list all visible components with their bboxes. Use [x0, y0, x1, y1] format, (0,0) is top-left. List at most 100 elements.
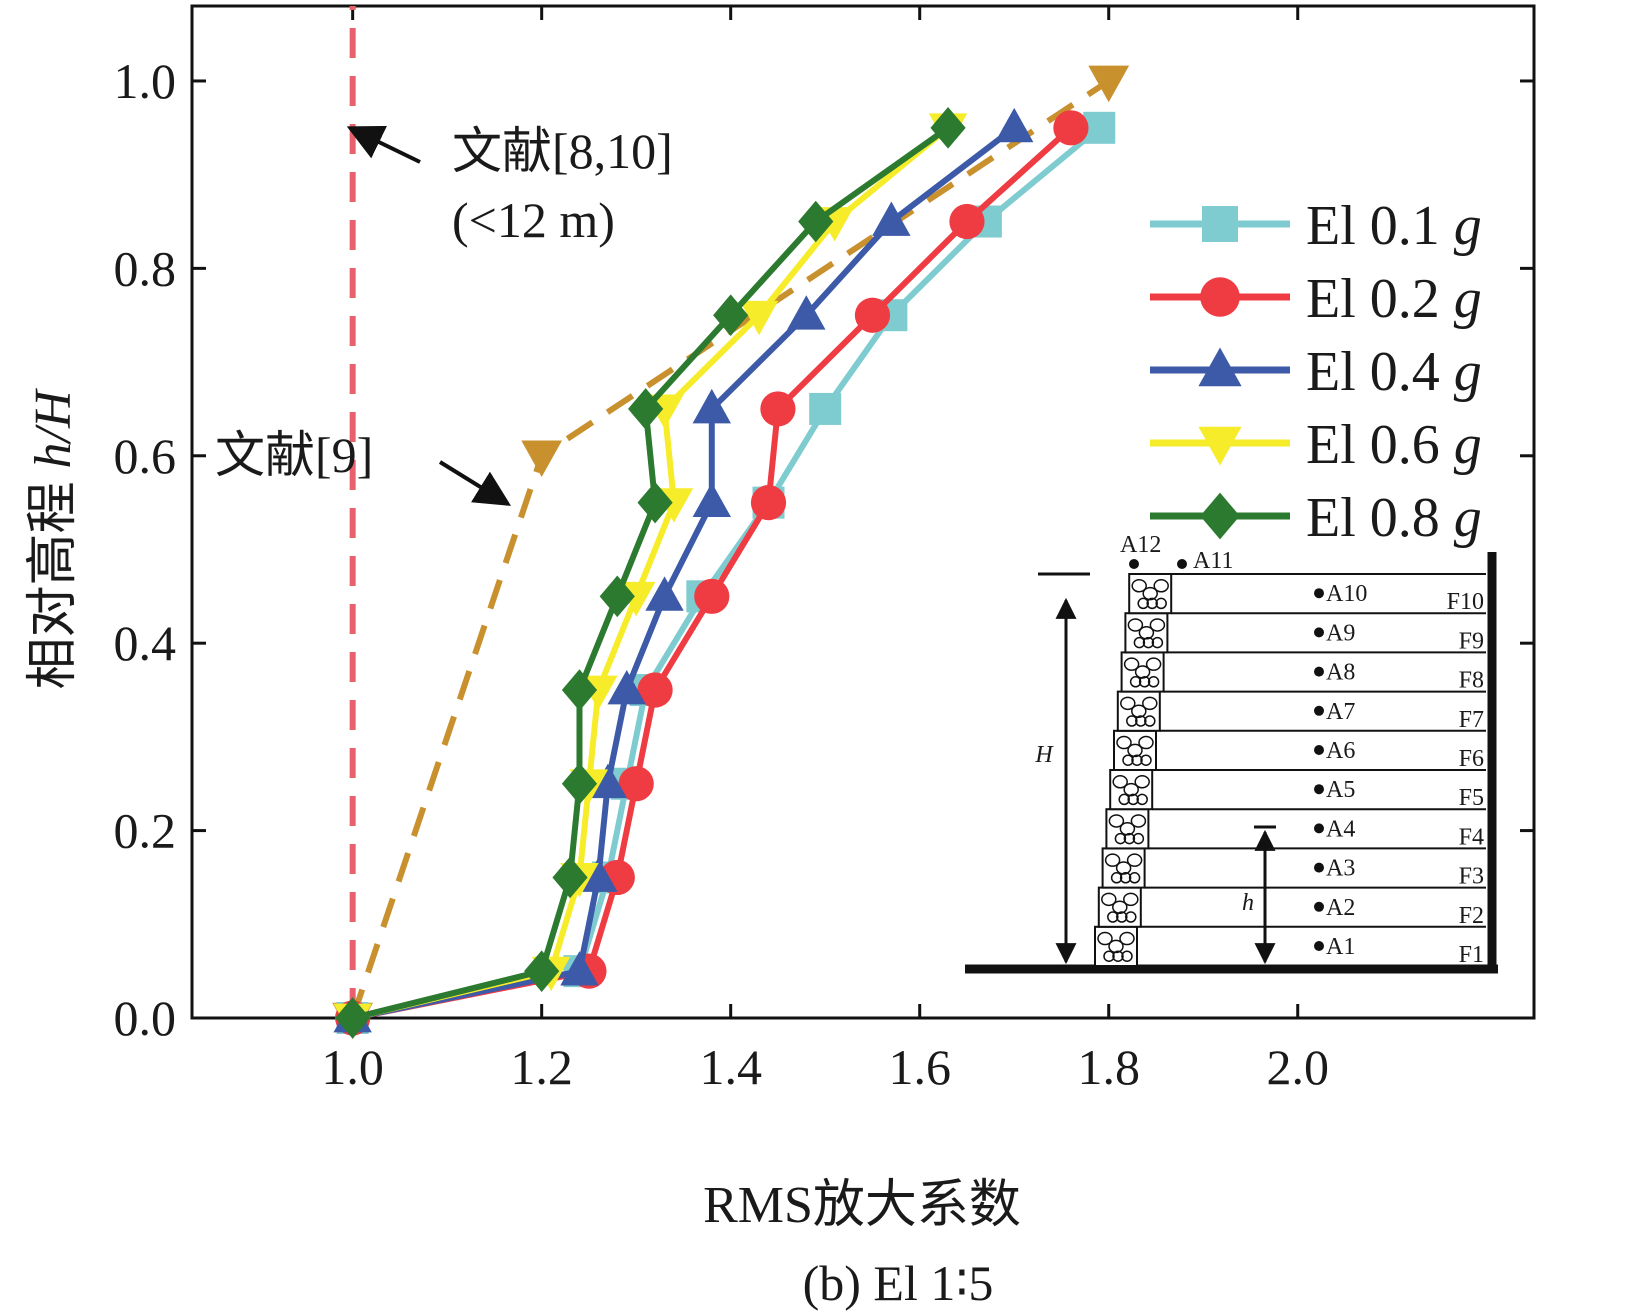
series-1-point [760, 391, 796, 427]
plot-frame [190, 4, 1536, 1020]
inset-layer-label-5: F6 [1459, 746, 1484, 772]
annotation-ref-8-10: 文献[8,10] (<12 m) [346, 123, 673, 248]
legend-marker-1 [1200, 277, 1240, 317]
annotation-ref-8-10-sublabel: (<12 m) [452, 192, 615, 248]
series-1-point [750, 485, 787, 521]
series-2-point [588, 763, 628, 799]
series-line-2 [352, 125, 1017, 1021]
inset-sensor-dot-6 [1314, 705, 1324, 716]
inset-layer-label-7: F8 [1459, 668, 1484, 694]
reference-line-1-marker [521, 440, 563, 478]
legend-label-1: El 0.2 g [1306, 268, 1482, 330]
series-4-point [524, 950, 560, 992]
inset-top-sensor-label-1: A11 [1193, 548, 1233, 574]
inset-stone [1131, 579, 1147, 593]
annotation-ref-8-10-label: 文献[8,10] [452, 123, 673, 179]
series-2-point [692, 482, 731, 518]
legend-marker-4 [1200, 492, 1240, 540]
y-tick-label: 0.8 [114, 240, 177, 296]
legend-label-0: El 0.1 g [1306, 195, 1482, 257]
legend-label-3-italic: g [1454, 414, 1482, 476]
inset-stone [1126, 853, 1143, 867]
inset-stone [1112, 775, 1128, 789]
series-1-point [1053, 110, 1089, 146]
series-4-point [713, 294, 749, 337]
inset-sensor-dot-1 [1314, 901, 1324, 912]
inset-layer-label-0: F1 [1459, 942, 1484, 968]
inset-top-sensor-dot-0 [1129, 559, 1139, 569]
series-2-point [607, 670, 646, 705]
inset-stone [1122, 754, 1134, 766]
inset-stone [1119, 931, 1135, 946]
series-4-point [628, 388, 664, 430]
inset-stone [1112, 950, 1124, 962]
inset-stone [1127, 793, 1139, 806]
legend-label-1-italic: g [1454, 268, 1482, 330]
inset-sensor-label-8: A9 [1326, 620, 1355, 646]
inset-sensor-label-2: A3 [1326, 856, 1355, 882]
inset-layer-label-3: F4 [1459, 824, 1484, 850]
inset-h-label: h [1242, 890, 1254, 916]
plot-layer: 1.0 1.2 1.4 1.6 1.8 2.0 0.0 0.2 0.4 0.6 0.8 1.0 [114, 4, 1536, 1095]
inset-stone [1116, 911, 1128, 923]
inset-H-label: H [1034, 742, 1054, 768]
reference-line-1-marker [1088, 65, 1130, 103]
inset-stone [1131, 754, 1143, 766]
inset-stone [1097, 931, 1113, 946]
series-line-1 [352, 125, 1073, 1021]
series-3-point [739, 300, 779, 336]
x-tick-label: 1.8 [1077, 1039, 1140, 1095]
inset-stone [1118, 793, 1130, 806]
inset-sensor-label-5: A6 [1326, 738, 1355, 764]
series-1-point [949, 203, 985, 240]
annotation-ref-9: 文献[9] [215, 427, 512, 506]
inset-stone [1110, 872, 1123, 884]
inset-stone [1123, 657, 1140, 671]
inset-stone [1119, 872, 1132, 884]
series-2-point [787, 295, 826, 330]
series-4-point [599, 575, 635, 618]
inset-stone [1135, 715, 1147, 727]
inset-stone [1114, 832, 1127, 845]
y-axis-title-italic: h/H [25, 388, 82, 468]
inset-sensor-dot-5 [1314, 745, 1324, 755]
inset-stone [1104, 853, 1121, 867]
series-4-point [552, 856, 588, 899]
inset-layer-label-8: F9 [1459, 628, 1484, 654]
inset-stone [1123, 832, 1136, 845]
x-tick-label: 1.4 [699, 1039, 762, 1095]
inset-stone [1136, 793, 1148, 806]
series-layer [332, 6, 1130, 1040]
x-tick-label: 1.0 [321, 1039, 384, 1095]
inset-sensor-dot-8 [1314, 627, 1324, 638]
annotation-ref-8-10-arrow [346, 125, 421, 164]
inset-stone [1126, 715, 1138, 727]
inset-stone [1149, 618, 1166, 632]
series-1-point [618, 766, 654, 802]
series-2-point [579, 857, 618, 892]
inset-stone [1142, 636, 1155, 649]
inset-stone [1125, 911, 1137, 923]
inset-stone [1151, 636, 1164, 649]
inset-sensor-label-0: A1 [1326, 934, 1355, 960]
inset-stone [1145, 657, 1162, 671]
inset-layer-label-2: F3 [1459, 864, 1484, 890]
legend-label-0-italic: g [1454, 195, 1482, 257]
x-axis-title: RMS放大系数 [703, 1177, 1021, 1234]
inset-top-sensor-label-0: A12 [1120, 532, 1161, 558]
inset-stone [1147, 676, 1160, 688]
inset-schematic: F1 A1 F2 A2 F3 A3 F4 A4 F5 A5 F6 A6 F7 A7 F8 A8 F9 A9 F10 A… [965, 532, 1498, 974]
inset-stone [1142, 696, 1158, 711]
inset-sensor-label-3: A4 [1326, 816, 1355, 842]
inset-sensor-dot-7 [1314, 666, 1324, 677]
legend-label-4-italic: g [1454, 487, 1482, 549]
inset-stone [1108, 814, 1125, 828]
inset-stone [1123, 892, 1139, 907]
inset-stone [1140, 754, 1152, 766]
inset-top-sensor-dot-1 [1177, 559, 1187, 569]
legend-label-3-main: El 0.6 [1306, 414, 1454, 476]
annotation-ref-9-label: 文献[9] [215, 427, 373, 483]
legend-label-0-main: El 0.1 [1306, 195, 1454, 257]
y-tick-label: 0.6 [114, 428, 177, 484]
series-0-point [809, 392, 842, 425]
